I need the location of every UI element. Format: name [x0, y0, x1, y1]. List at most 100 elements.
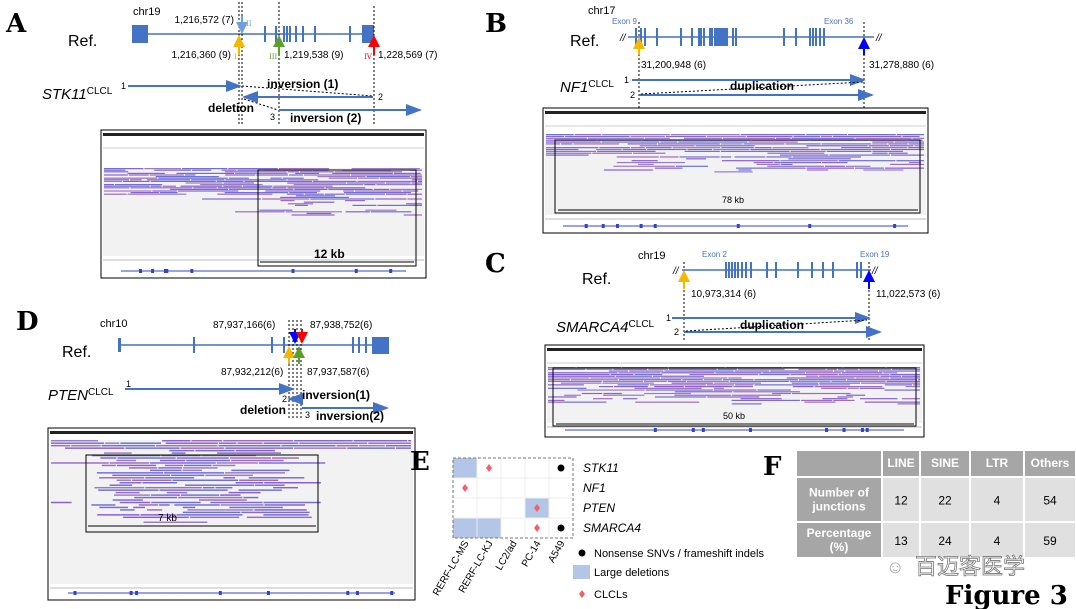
aligned-read	[324, 193, 345, 195]
aligned-read	[822, 398, 848, 400]
aligned-read	[101, 464, 116, 467]
exon-block	[362, 25, 374, 43]
ref-label: Ref.	[582, 271, 611, 288]
aligned-read	[548, 368, 586, 370]
aligned-read	[610, 373, 634, 376]
aligned-read	[805, 375, 819, 377]
gene-track-exon	[190, 269, 194, 273]
aligned-read	[837, 368, 859, 370]
aligned-read	[205, 474, 253, 477]
aligned-read	[819, 382, 861, 384]
aligned-read	[785, 143, 821, 145]
aligned-read	[615, 375, 652, 377]
aligned-read	[112, 474, 171, 477]
aligned-read	[890, 377, 920, 379]
panel-label: E	[410, 447, 430, 477]
aligned-read	[896, 160, 924, 162]
wechat-icon: ☺	[886, 557, 904, 577]
aligned-read	[721, 160, 780, 162]
aligned-read	[287, 171, 300, 173]
aligned-read	[660, 141, 678, 143]
aligned-read	[403, 214, 422, 216]
aligned-read	[772, 392, 791, 395]
aligned-read	[682, 379, 703, 381]
table-cell	[921, 523, 969, 557]
aligned-read	[105, 442, 120, 444]
aligned-read	[608, 370, 629, 372]
aligned-read	[343, 192, 411, 194]
table-cell	[921, 478, 969, 521]
aligned-read	[199, 499, 247, 501]
segment-number: 1	[624, 75, 629, 85]
gene-track-exon	[615, 224, 619, 228]
aligned-read	[313, 180, 357, 182]
aligned-read	[145, 486, 202, 489]
aligned-read	[116, 459, 137, 462]
aligned-read	[634, 387, 702, 389]
aligned-read	[185, 182, 223, 184]
aligned-read	[909, 161, 921, 164]
aligned-read	[289, 192, 317, 194]
aligned-read	[120, 509, 135, 511]
aligned-read	[162, 185, 176, 187]
aligned-read	[833, 370, 845, 372]
aligned-read	[720, 156, 732, 158]
aligned-read	[577, 389, 645, 391]
gene-track-exon	[389, 269, 393, 273]
aligned-read	[104, 169, 126, 171]
table-cell	[797, 451, 881, 476]
junction-line	[243, 98, 279, 111]
aligned-read	[819, 384, 850, 386]
aligned-read	[264, 504, 305, 506]
aligned-read	[714, 382, 761, 384]
watermark: 百迈客医学	[915, 554, 1025, 579]
aligned-read	[152, 190, 177, 192]
aligned-read	[733, 386, 753, 388]
aligned-read	[191, 440, 223, 442]
gene-track-exon	[825, 428, 829, 432]
table-value: 13	[894, 534, 908, 548]
aligned-read	[231, 469, 290, 472]
aligned-read	[616, 161, 686, 164]
aligned-read	[51, 444, 71, 447]
aligned-read	[790, 150, 826, 152]
aligned-read	[838, 160, 896, 162]
aligned-read	[814, 386, 883, 388]
aligned-read	[352, 204, 377, 206]
aligned-read	[707, 396, 760, 398]
cell-line-label: LC2/ad	[494, 539, 520, 572]
gene-track-exon	[749, 428, 753, 432]
column-header: Others	[1031, 456, 1070, 470]
gene-name: NF1CLCL	[560, 79, 614, 96]
aligned-read	[821, 387, 847, 389]
figure-label: Figure 3	[945, 581, 1068, 609]
aligned-read	[548, 384, 584, 386]
aligned-read	[176, 172, 235, 174]
aligned-read	[602, 134, 670, 136]
table-value: 4	[994, 534, 1001, 548]
column-header: LINE	[887, 456, 914, 470]
segment-number: 1	[121, 81, 126, 91]
aligned-read	[634, 373, 663, 376]
aligned-read	[273, 185, 333, 187]
aligned-read	[182, 469, 202, 472]
aligned-read	[293, 184, 364, 186]
aligned-read	[294, 440, 353, 442]
aligned-read	[395, 447, 411, 449]
aligned-read	[599, 147, 631, 149]
aligned-read	[804, 401, 836, 403]
aligned-read	[740, 134, 806, 136]
aligned-read	[317, 176, 366, 178]
aligned-read	[736, 167, 806, 169]
aligned-read	[119, 501, 151, 504]
gene-track-exon	[218, 591, 222, 595]
aligned-read	[735, 384, 754, 386]
position-label: 31,200,948 (6)	[641, 60, 706, 71]
table-value: 22	[938, 494, 952, 508]
aligned-read	[51, 440, 99, 442]
aligned-read	[365, 209, 397, 211]
aligned-read	[235, 211, 285, 213]
aligned-read	[325, 187, 366, 189]
row-header: (%)	[830, 540, 849, 554]
aligned-read	[287, 203, 314, 205]
